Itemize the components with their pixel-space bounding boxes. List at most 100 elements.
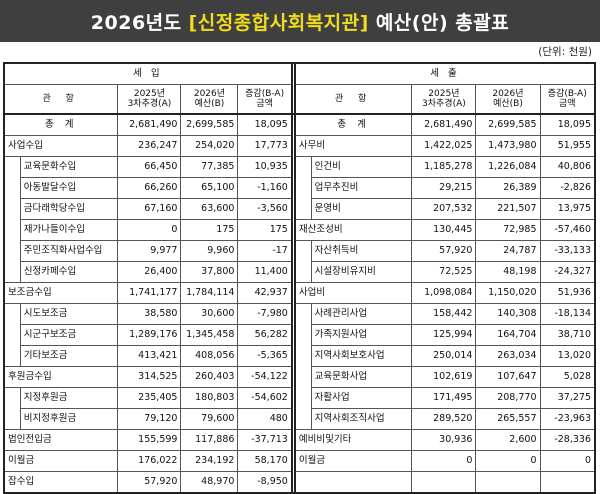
income-subcategory-label: 금다래학당수입 xyxy=(19,198,119,220)
income-value-2025: 176,022 xyxy=(117,450,182,472)
expense-category-label: 이월금 xyxy=(293,450,413,472)
income-value-diff: -54,122 xyxy=(237,366,293,388)
income-value-diff: 11,400 xyxy=(237,261,293,283)
expense-value-2025: 207,532 xyxy=(411,198,477,220)
income-value-2026: 117,886 xyxy=(180,429,239,451)
income-value-2026: 65,100 xyxy=(180,177,239,199)
budget-summary-table: 세 입 세 출 관 항 2025년 3차추경(A) 2026년 예산(B) 증감(B… xyxy=(2,62,597,494)
income-indent-cell xyxy=(2,387,21,409)
income-value-2026: 48,970 xyxy=(180,471,239,494)
expense-value-2026: 1,150,020 xyxy=(475,282,541,304)
expense-category-label: 사무비 xyxy=(293,135,413,157)
expense-subcategory-label: 사례관리사업 xyxy=(310,303,413,325)
expense-value-2026: 164,704 xyxy=(475,324,541,346)
income-indent-cell xyxy=(2,261,21,283)
income-value-diff: 480 xyxy=(237,408,293,430)
expense-value-diff: 5,028 xyxy=(539,366,596,388)
income-indent-cell xyxy=(2,240,21,262)
income-subcategory-label: 교육문화수입 xyxy=(19,156,119,178)
income-value-2025: 155,599 xyxy=(117,429,182,451)
table-row: 아동발달수입 66,260 65,100 -1,160 업무추진비 29,215 26,38… xyxy=(2,177,596,199)
expense-value-2025: 1,098,084 xyxy=(411,282,477,304)
expense-value-2025 xyxy=(411,471,477,494)
income-indent-cell xyxy=(2,303,21,325)
table-row: 사업수입 236,247 254,020 17,773 사무비 1,422,025 1,47… xyxy=(3,135,596,157)
income-value-diff: -1,160 xyxy=(237,177,293,199)
income-value-2025: 413,421 xyxy=(117,345,182,367)
income-subcategory-label: 신정카페수입 xyxy=(19,261,119,283)
table-row: 금다래학당수입 67,160 63,600 -3,560 운영비 207,532 221,5… xyxy=(2,198,596,220)
income-value-2026: 254,020 xyxy=(180,135,239,157)
income-category-label: 후원금수입 xyxy=(3,366,119,388)
income-total-label: 총 계 xyxy=(3,113,119,136)
expense-indent-cell xyxy=(293,198,312,220)
expense-indent-cell xyxy=(293,156,312,178)
expense-subcategory-label: 시설장비유지비 xyxy=(310,261,413,283)
expense-indent-cell xyxy=(293,408,312,430)
table-row: 시도보조금 38,580 30,600 -7,980 사례관리사업 158,442 140,… xyxy=(2,303,596,325)
expense-value-2026: 208,770 xyxy=(475,387,541,409)
income-value-2025: 38,580 xyxy=(117,303,182,325)
income-subcategory-label: 주민조직화사업수입 xyxy=(19,240,119,262)
title-banner: 2026년도 [신정종합사회복지관] 예산(안) 총괄표 xyxy=(0,0,600,42)
total-row: 총 계 2,681,490 2,699,585 18,095 총 계 2,681… xyxy=(3,113,596,136)
income-indent-cell xyxy=(2,198,21,220)
expense-col-item: 관 항 xyxy=(293,84,413,115)
expense-value-2025: 1,422,025 xyxy=(411,135,477,157)
expense-value-2026: 221,507 xyxy=(475,198,541,220)
expense-value-2025: 250,014 xyxy=(411,345,477,367)
income-category-label: 사업수입 xyxy=(3,135,119,157)
income-value-2026: 30,600 xyxy=(180,303,239,325)
income-value-2025: 57,920 xyxy=(117,471,182,494)
income-value-2025: 0 xyxy=(117,219,182,241)
expense-value-2025: 171,495 xyxy=(411,387,477,409)
income-indent-cell xyxy=(2,177,21,199)
income-value-2025: 235,405 xyxy=(117,387,182,409)
income-value-2026: 63,600 xyxy=(180,198,239,220)
expense-value-diff: 0 xyxy=(539,450,596,472)
table-row: 법인전입금 155,599 117,886 -37,713 예비비및기타 30,936 2,… xyxy=(3,429,596,451)
income-indent-cell xyxy=(2,219,21,241)
income-total-diff: 18,095 xyxy=(237,113,293,136)
income-value-diff: 58,170 xyxy=(237,450,293,472)
expense-total-label: 총 계 xyxy=(293,113,413,136)
expense-subcategory-label: 자활사업 xyxy=(310,387,413,409)
income-value-2026: 175 xyxy=(180,219,239,241)
expense-value-diff: 13,020 xyxy=(539,345,596,367)
expense-value-2026 xyxy=(475,471,541,494)
expense-value-2026: 24,787 xyxy=(475,240,541,262)
income-value-2025: 66,260 xyxy=(117,177,182,199)
income-value-diff: 56,282 xyxy=(237,324,293,346)
table-row: 지정후원금 235,405 180,803 -54,602 자활사업 171,495 208… xyxy=(2,387,596,409)
income-subcategory-label: 비지정후원금 xyxy=(19,408,119,430)
table-row: 주민조직화사업수입 9,977 9,960 -17 자산취득비 57,920 24,787-… xyxy=(2,240,596,262)
expense-category-label: 사업비 xyxy=(293,282,413,304)
expense-total-2026: 2,699,585 xyxy=(475,113,541,136)
income-category-label: 보조금수입 xyxy=(3,282,119,304)
table-row: 잡수입 57,920 48,970 -8,950 xyxy=(3,471,596,494)
expense-subcategory-label: 인건비 xyxy=(310,156,413,178)
expense-subcategory-label: 자산취득비 xyxy=(310,240,413,262)
income-value-diff: -3,560 xyxy=(237,198,293,220)
expense-value-diff: -18,134 xyxy=(539,303,596,325)
expense-indent-cell xyxy=(293,345,312,367)
expense-value-2026: 265,557 xyxy=(475,408,541,430)
title-year: 2026년도 xyxy=(90,11,182,34)
title-organization: [신정종합사회복지관] xyxy=(188,11,369,34)
expense-value-2026: 1,226,084 xyxy=(475,156,541,178)
expense-item-label xyxy=(293,471,413,494)
expense-indent-cell xyxy=(293,366,312,388)
section-gap xyxy=(291,113,295,136)
income-indent-cell xyxy=(2,345,21,367)
expense-value-2026: 140,308 xyxy=(475,303,541,325)
expense-value-2025: 1,185,278 xyxy=(411,156,477,178)
income-value-diff: 175 xyxy=(237,219,293,241)
expense-value-2025: 102,619 xyxy=(411,366,477,388)
income-value-2025: 79,120 xyxy=(117,408,182,430)
expense-category-label: 재산조성비 xyxy=(293,219,413,241)
table-row: 재가나들이수입 0 175 175 재산조성비 130,445 72,985 -57,460 xyxy=(2,219,596,241)
expense-value-2025: 158,442 xyxy=(411,303,477,325)
income-section-header: 세 입 xyxy=(3,62,293,85)
expense-total-diff: 18,095 xyxy=(539,113,596,136)
table-row: 후원금수입 314,525 260,403 -54,122 교육문화사업 102,619 1… xyxy=(3,366,596,388)
